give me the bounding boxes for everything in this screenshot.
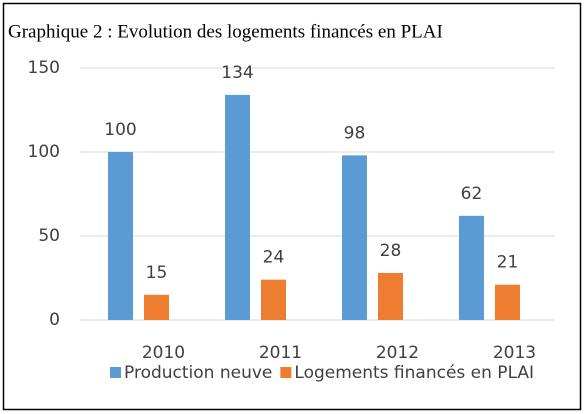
- chart-title: Graphique 2 : Evolution des logements fi…: [8, 21, 443, 42]
- bar: [108, 152, 133, 320]
- x-tick-label: 2011: [259, 343, 302, 363]
- chart-border: [2, 2, 582, 411]
- bar: [261, 279, 286, 320]
- data-label: 21: [497, 253, 519, 273]
- data-label: 100: [104, 120, 136, 140]
- data-label: 62: [461, 184, 483, 204]
- bar: [378, 272, 403, 320]
- y-tick-label: 100: [28, 142, 60, 162]
- bar: [495, 284, 520, 320]
- bar: [144, 294, 169, 320]
- legend-swatch: [280, 367, 292, 378]
- data-label: 134: [221, 63, 253, 83]
- x-tick-label: 2012: [376, 343, 419, 363]
- y-tick-label: 50: [38, 226, 60, 246]
- x-tick-label: 2010: [142, 343, 185, 363]
- legend-label: Production neuve: [124, 363, 272, 383]
- data-label: 24: [263, 248, 285, 268]
- bar: [342, 155, 367, 320]
- y-tick-label: 0: [49, 310, 60, 330]
- bar: [225, 94, 250, 320]
- data-label: 98: [344, 123, 366, 143]
- legend-label: Logements financés en PLAI: [294, 363, 534, 383]
- data-label: 28: [380, 241, 402, 261]
- legend-swatch: [110, 367, 121, 378]
- bar: [459, 215, 484, 320]
- x-tick-label: 2013: [493, 343, 536, 363]
- y-tick-label: 150: [28, 58, 60, 78]
- data-label: 15: [146, 263, 168, 283]
